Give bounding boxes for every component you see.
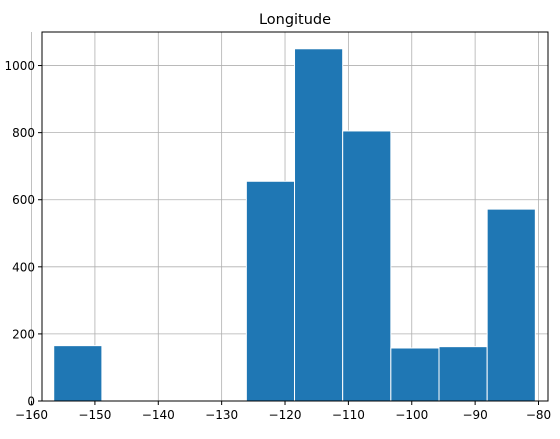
chart-title: Longitude bbox=[259, 12, 331, 28]
plot-frame bbox=[41, 31, 549, 402]
y-tick-label: 200 bbox=[12, 327, 35, 341]
histogram-bar bbox=[438, 346, 488, 402]
x-tick-label: −100 bbox=[395, 408, 428, 422]
y-tick-label: 1000 bbox=[4, 59, 35, 73]
y-axis: 0 200 400 600 800 1000 bbox=[4, 59, 42, 409]
histogram-bar bbox=[486, 208, 536, 402]
x-tick-label: −80 bbox=[526, 408, 551, 422]
histogram-bar bbox=[53, 345, 103, 402]
bars bbox=[53, 48, 536, 402]
histogram-bar bbox=[245, 180, 296, 402]
y-tick-label: 0 bbox=[27, 395, 35, 409]
y-tick-label: 800 bbox=[12, 126, 35, 140]
y-tick-label: 600 bbox=[12, 193, 35, 207]
x-tick-label: −90 bbox=[462, 408, 487, 422]
histogram-bar bbox=[294, 48, 344, 402]
x-tick-label: −120 bbox=[269, 408, 302, 422]
y-tick-label: 400 bbox=[12, 260, 35, 274]
histogram-bar bbox=[342, 130, 392, 402]
x-tick-label: −110 bbox=[332, 408, 365, 422]
x-tick-label: −140 bbox=[142, 408, 175, 422]
histogram-bar bbox=[390, 347, 440, 402]
x-tick-label: −150 bbox=[78, 408, 111, 422]
x-tick-label: −160 bbox=[15, 408, 48, 422]
x-tick-label: −130 bbox=[205, 408, 238, 422]
x-axis: −160 −150 −140 −130 −120 −110 −100 −90 −80 bbox=[15, 401, 551, 422]
